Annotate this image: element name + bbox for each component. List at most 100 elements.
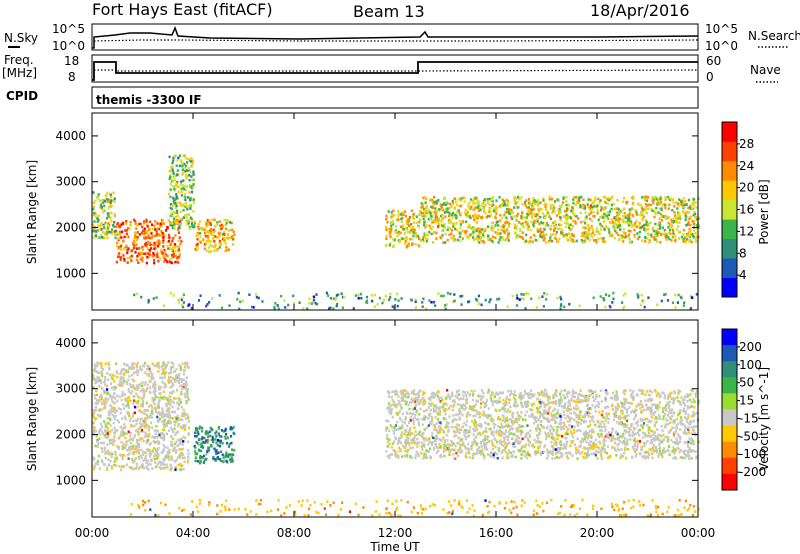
power-cell	[521, 221, 524, 225]
velocity-cell	[161, 368, 164, 371]
power-cell	[171, 176, 174, 179]
velocity-cell	[573, 425, 576, 428]
velocity-cell	[552, 436, 555, 440]
power-cell	[192, 185, 195, 189]
power-cell	[645, 227, 648, 231]
velocity-cell	[170, 467, 173, 470]
power-cell	[479, 238, 483, 241]
power-cell	[507, 208, 510, 211]
power-cell	[504, 221, 507, 224]
velocity-cell	[167, 401, 170, 404]
power-cell	[110, 211, 113, 215]
velocity-cell	[158, 388, 161, 391]
power-cell	[248, 293, 251, 296]
power-cell	[623, 215, 626, 218]
power-cell	[171, 226, 175, 230]
velocity-cell	[486, 416, 489, 420]
power-cell	[610, 195, 613, 199]
velocity-cell	[679, 409, 682, 412]
velocity-cell	[566, 395, 569, 399]
velocity-cell	[149, 370, 152, 374]
power-cell	[662, 215, 665, 218]
velocity-cell	[164, 402, 168, 406]
velocity-cell	[170, 398, 173, 402]
velocity-cell	[137, 455, 140, 459]
velocity-cell	[630, 425, 633, 428]
power-cell	[207, 238, 210, 242]
power-cell	[135, 243, 138, 246]
power-cell	[413, 221, 416, 224]
velocity-cell	[670, 438, 673, 442]
power-cell	[617, 217, 620, 221]
power-cell	[485, 215, 488, 219]
velocity-cell	[544, 444, 547, 447]
power-cell	[555, 223, 558, 227]
nsearch-tick-top: 10^5	[705, 22, 738, 36]
velocity-cell	[225, 459, 228, 463]
velocity-cell	[178, 417, 181, 420]
power-cell	[498, 297, 501, 301]
power-cell	[128, 227, 131, 231]
velocity-cell	[465, 413, 468, 416]
power-cell	[389, 235, 392, 238]
power-cell	[615, 223, 618, 226]
power-cell	[630, 207, 633, 210]
velocity-cell	[528, 440, 531, 444]
power-cell	[385, 214, 388, 218]
power-cell	[513, 206, 516, 209]
power-cell	[108, 223, 111, 227]
power-cell	[538, 207, 541, 211]
velocity-cell	[662, 433, 665, 437]
velocity-cell	[170, 455, 173, 459]
power-cell	[660, 299, 663, 303]
power-cell	[541, 295, 544, 298]
power-cell	[190, 190, 194, 194]
velocity-cell	[133, 386, 136, 390]
power-cell	[482, 231, 485, 235]
velocity-cell	[207, 435, 210, 438]
power-cell	[683, 301, 686, 304]
power-cell	[614, 215, 618, 219]
velocity-cell	[161, 462, 164, 465]
power-cell	[565, 200, 568, 203]
power-cell	[615, 231, 618, 235]
power-cell	[172, 252, 175, 256]
velocity-cell	[552, 396, 555, 400]
power-cell	[190, 186, 193, 190]
power-cell	[630, 240, 633, 244]
power-cell	[432, 300, 436, 304]
velocity-cell	[146, 459, 149, 463]
velocity-cell	[419, 434, 422, 437]
velocity-cell	[692, 398, 695, 401]
velocity-cell	[168, 398, 171, 402]
power-cell	[172, 294, 175, 297]
power-cell	[469, 216, 472, 220]
power-cell	[163, 250, 166, 253]
velocity-cell	[576, 398, 579, 401]
velocity-cell	[181, 387, 184, 390]
power-cell	[592, 211, 595, 214]
power-cell	[106, 191, 109, 195]
power-cell	[572, 208, 575, 212]
velocity-cell	[142, 424, 145, 428]
power-cell	[641, 214, 644, 217]
velocity-cell	[127, 378, 130, 382]
power-cell	[663, 228, 666, 232]
power-cell	[557, 240, 560, 244]
velocity-cell	[128, 419, 132, 423]
power-cell	[633, 224, 636, 227]
velocity-cell	[473, 424, 476, 428]
velocity-cell	[109, 453, 112, 456]
power-cell	[97, 193, 100, 196]
power-cell	[450, 213, 453, 217]
velocity-cell	[523, 402, 527, 406]
velocity-cell	[122, 433, 126, 436]
velocity-cell	[443, 454, 446, 458]
power-cell	[115, 225, 118, 228]
power-cell	[115, 260, 118, 264]
power-cell	[187, 219, 190, 222]
power-cell	[646, 204, 649, 207]
power-cell	[667, 221, 670, 225]
power-cell	[687, 198, 690, 202]
power-cell	[146, 224, 149, 228]
